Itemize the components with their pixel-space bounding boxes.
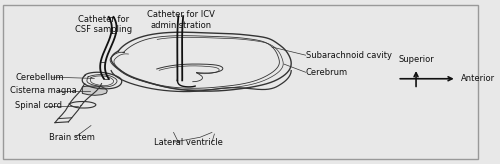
Text: Lateral ventricle: Lateral ventricle bbox=[154, 138, 222, 147]
Text: Subarachnoid cavity: Subarachnoid cavity bbox=[306, 51, 392, 60]
Text: Spinal cord: Spinal cord bbox=[15, 101, 62, 110]
Text: Cisterna magna: Cisterna magna bbox=[10, 86, 77, 95]
Text: Anterior: Anterior bbox=[462, 74, 496, 83]
Polygon shape bbox=[82, 86, 108, 95]
Text: Cerebellum: Cerebellum bbox=[15, 73, 64, 82]
Text: Cerebrum: Cerebrum bbox=[306, 68, 348, 77]
Text: Catheter for ICV
administration: Catheter for ICV administration bbox=[147, 10, 214, 30]
Text: Brain stem: Brain stem bbox=[48, 133, 94, 142]
Text: Superior: Superior bbox=[398, 55, 434, 64]
Text: Catheter for
CSF sampling: Catheter for CSF sampling bbox=[76, 15, 132, 34]
